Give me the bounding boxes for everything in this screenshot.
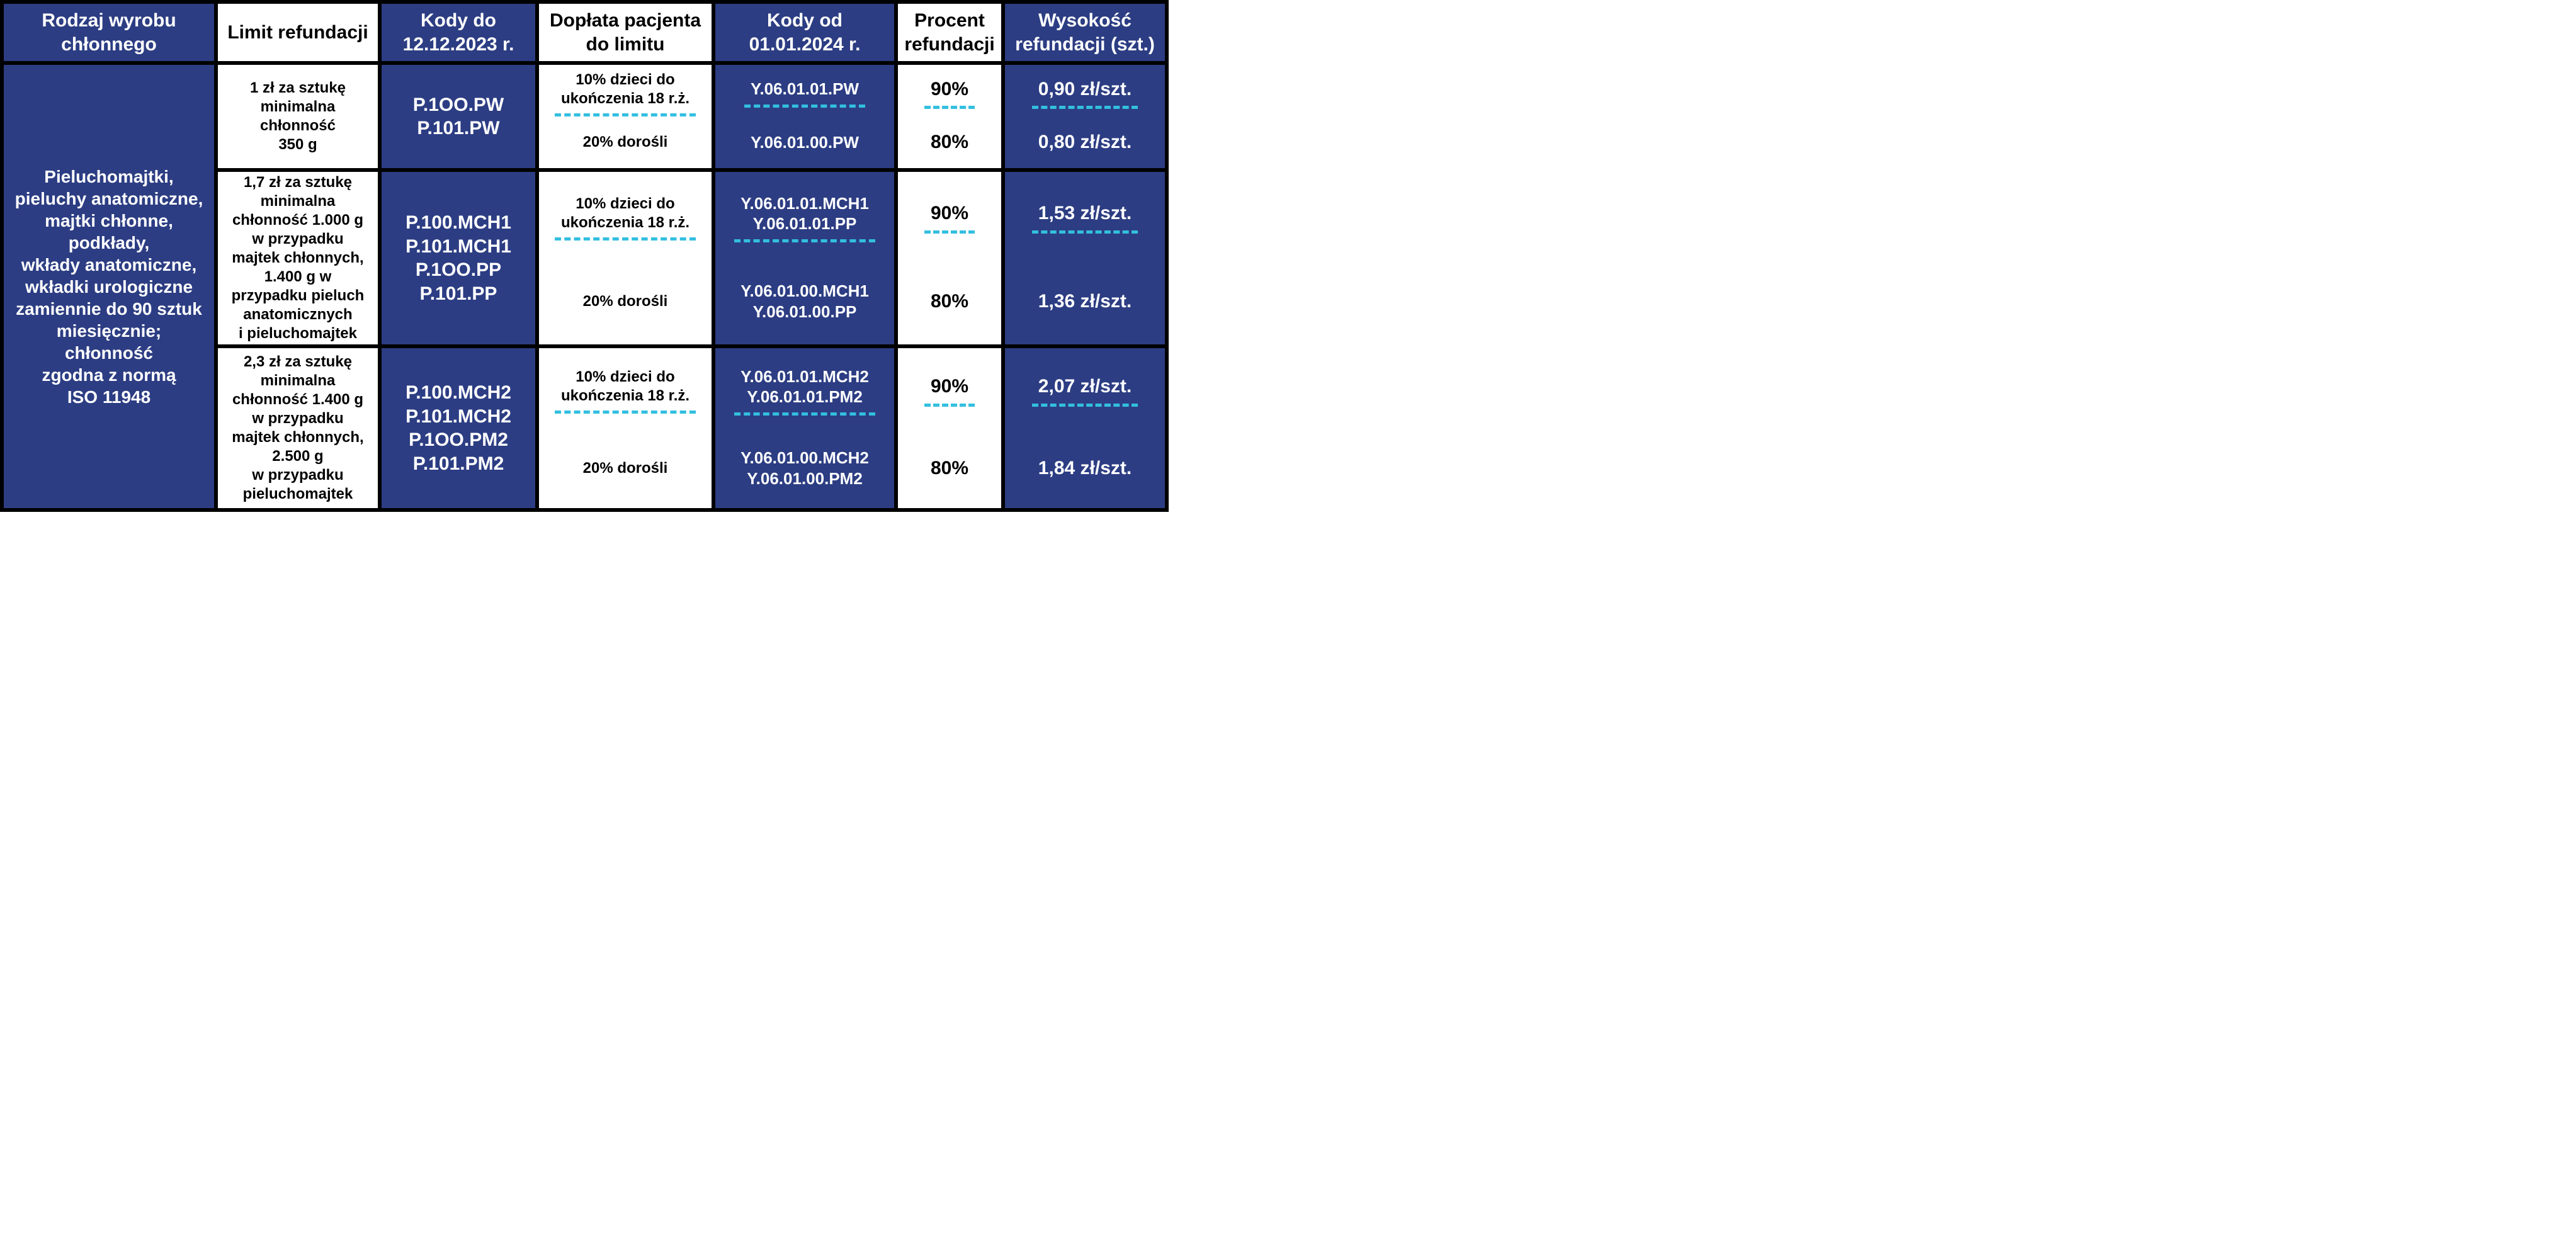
doplata-0: 10% dzieci do ukończenia 18 r.ż. 20% doro…: [539, 65, 715, 172]
wysokosc-1-top: 1,53 zł/szt.: [1032, 196, 1138, 234]
wysokosc-0-bot: 0,80 zł/szt.: [1032, 125, 1138, 159]
procent-2-bot: 80%: [924, 451, 975, 485]
limit-1: 1,7 zł za sztukę minimalna chłonność 1.0…: [218, 172, 382, 348]
doplata-2-top: 10% dzieci do ukończenia 18 r.ż.: [555, 363, 696, 414]
procent-1-top: 90%: [924, 196, 975, 234]
doplata-1: 10% dzieci do ukończenia 18 r.ż. 20% doro…: [539, 172, 715, 348]
hdr-kody-od: Kody od 01.01.2024 r.: [715, 4, 898, 65]
kody-od-0: Y.06.01.01.PW Y.06.01.00.PW: [715, 65, 898, 172]
hdr-limit: Limit refundacji: [218, 4, 382, 65]
kody-od-0-top: Y.06.01.01.PW: [744, 74, 865, 108]
kody-do-1: P.100.MCH1 P.101.MCH1 P.1OO.PP P.101.PP: [382, 172, 539, 348]
wysokosc-1: 1,53 zł/szt. 1,36 zł/szt.: [1005, 172, 1169, 348]
kody-do-0: P.1OO.PW P.101.PW: [382, 65, 539, 172]
doplata-1-top: 10% dzieci do ukończenia 18 r.ż.: [555, 190, 696, 241]
wysokosc-1-bot: 1,36 zł/szt.: [1032, 285, 1138, 319]
wysokosc-2: 2,07 zł/szt. 1,84 zł/szt.: [1005, 348, 1169, 512]
hdr-procent: Procent refundacji: [898, 4, 1005, 65]
kody-od-0-bot: Y.06.01.00.PW: [744, 127, 865, 158]
doplata-2-bot: 20% dorośli: [555, 454, 696, 483]
hdr-rodzaj: Rodzaj wyrobu chłonnego: [4, 4, 218, 65]
limit-0: 1 zł za sztukę minimalna chłonność 350 g: [218, 65, 382, 172]
procent-0-bot: 80%: [924, 125, 975, 159]
doplata-0-top: 10% dzieci do ukończenia 18 r.ż.: [555, 65, 696, 116]
wysokosc-2-bot: 1,84 zł/szt.: [1032, 451, 1138, 485]
hdr-kody-do: Kody do 12.12.2023 r.: [382, 4, 539, 65]
doplata-1-bot: 20% dorośli: [555, 287, 696, 316]
kody-od-2-bot: Y.06.01.00.MCH2 Y.06.01.00.PM2: [734, 443, 875, 494]
kody-od-1-bot: Y.06.01.00.MCH1 Y.06.01.00.PP: [734, 276, 875, 327]
hdr-doplata: Dopłata pacjenta do limitu: [539, 4, 715, 65]
wysokosc-0: 0,90 zł/szt. 0,80 zł/szt.: [1005, 65, 1169, 172]
hdr-wysokosc: Wysokość refundacji (szt.): [1005, 4, 1169, 65]
procent-2-top: 90%: [924, 370, 975, 407]
row-label: Pieluchomajtki, pieluchy anatomiczne, ma…: [4, 65, 218, 512]
refund-table: Rodzaj wyrobu chłonnego Limit refundacji…: [0, 0, 1169, 512]
wysokosc-0-top: 0,90 zł/szt.: [1032, 72, 1138, 110]
procent-0: 90%80%: [898, 65, 1005, 172]
wysokosc-2-top: 2,07 zł/szt.: [1032, 370, 1138, 407]
doplata-2: 10% dzieci do ukończenia 18 r.ż. 20% doro…: [539, 348, 715, 512]
procent-1-bot: 80%: [924, 285, 975, 319]
procent-1: 90% 80%: [898, 172, 1005, 348]
kody-od-2-top: Y.06.01.01.MCH2 Y.06.01.01.PM2: [734, 361, 875, 416]
limit-2: 2,3 zł za sztukę minimalna chłonność 1.4…: [218, 348, 382, 512]
kody-od-2: Y.06.01.01.MCH2 Y.06.01.01.PM2 Y.06.01.00…: [715, 348, 898, 512]
kody-do-2: P.100.MCH2 P.101.MCH2 P.1OO.PM2 P.101.PM…: [382, 348, 539, 512]
kody-od-1: Y.06.01.01.MCH1 Y.06.01.01.PP Y.06.01.00.…: [715, 172, 898, 348]
procent-0-top: 90%: [924, 72, 975, 110]
doplata-0-bot: 20% dorośli: [555, 128, 696, 157]
procent-2: 90% 80%: [898, 348, 1005, 512]
kody-od-1-top: Y.06.01.01.MCH1 Y.06.01.01.PP: [734, 188, 875, 242]
